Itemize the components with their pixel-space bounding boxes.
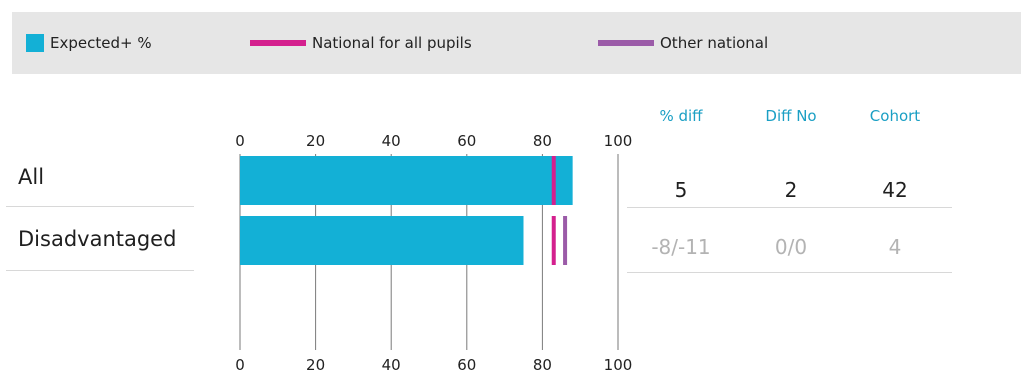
row-separator <box>6 206 194 207</box>
legend-item-expected: Expected+ % <box>26 12 152 74</box>
disadvantaged-diff-no: 0/0 <box>774 235 808 259</box>
all-diff-no: 2 <box>784 178 798 202</box>
legend-label-expected: Expected+ % <box>50 34 152 52</box>
row-label-disadvantaged: Disadvantaged <box>18 227 177 251</box>
legend-label-national-all: National for all pupils <box>312 34 472 52</box>
x-tick-label-bottom: 0 <box>235 356 245 374</box>
x-tick-label-bottom: 100 <box>604 356 633 374</box>
stats-separator <box>627 272 952 273</box>
marker-national-all <box>551 156 556 205</box>
x-tick-label-bottom: 60 <box>457 356 476 374</box>
x-tick-label-bottom: 80 <box>533 356 552 374</box>
legend-label-other-national: Other national <box>660 34 769 52</box>
bar-expected <box>240 156 573 205</box>
legend-item-national-all: National for all pupils <box>250 12 472 74</box>
row-label-all: All <box>18 165 45 189</box>
all-cohort: 42 <box>882 178 908 202</box>
header-diff-no: Diff No <box>765 107 817 125</box>
marker-other-national <box>563 216 568 265</box>
legend-swatch-national-all <box>250 40 306 46</box>
header-cohort: Cohort <box>869 107 921 125</box>
x-tick-label-bottom: 20 <box>306 356 325 374</box>
x-tick-label-top: 0 <box>235 132 245 150</box>
x-tick-label-top: 40 <box>382 132 401 150</box>
disadvantaged-pct-diff: -8/-11 <box>651 235 711 259</box>
x-tick-label-bottom: 40 <box>382 356 401 374</box>
row-separator <box>6 270 194 271</box>
header-pct-diff: % diff <box>659 107 703 125</box>
legend-swatch-other-national <box>598 40 654 46</box>
legend-item-other-national: Other national <box>598 12 768 74</box>
disadvantaged-cohort: 4 <box>888 235 902 259</box>
bar-expected <box>240 216 524 265</box>
x-tick-label-top: 60 <box>457 132 476 150</box>
x-tick-label-top: 80 <box>533 132 552 150</box>
marker-national-all <box>551 216 556 265</box>
stats-separator <box>627 207 952 208</box>
x-tick-label-top: 20 <box>306 132 325 150</box>
all-pct-diff: 5 <box>674 178 688 202</box>
chart-legend: Expected+ % National for all pupils Othe… <box>12 12 1021 74</box>
x-tick-label-top: 100 <box>604 132 633 150</box>
legend-swatch-expected <box>26 34 44 52</box>
